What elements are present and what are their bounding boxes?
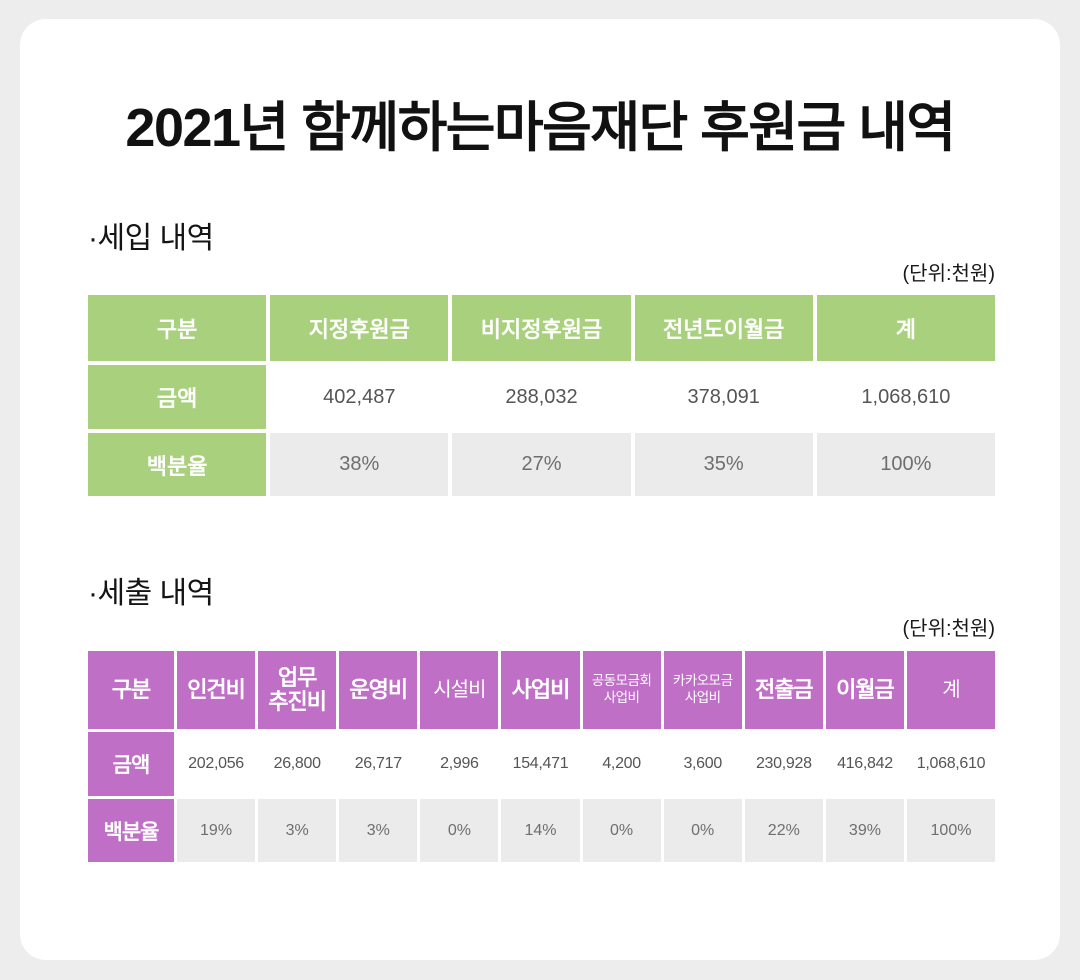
expense-header-operating-promo: 업무 추진비 [258, 651, 337, 729]
expense-percent-cell: 14% [501, 799, 580, 862]
expense-amount-cell: 4,200 [582, 732, 661, 796]
page-title: 2021년 함께하는마음재단 후원금 내역 [125, 98, 956, 158]
expense-percent-cell: 100% [907, 799, 995, 862]
expense-table: 구분 인건비 업무 추진비 운영비 시설비 사업비 공동모금회 사업비 카카오모… [88, 651, 995, 862]
expense-percent-cell: 19% [177, 799, 256, 862]
income-header-designated: 지정후원금 [270, 295, 449, 361]
income-unit-label: (단위:천원) [902, 263, 995, 285]
income-section: ·세입 내역 (단위:천원) 구분 지정후원금 비지정후원금 전년도이월금 계 … [88, 221, 995, 496]
expense-amount-cell: 1,068,610 [907, 732, 995, 796]
income-header-carryover: 전년도이월금 [634, 295, 813, 361]
document-card: 2021년 함께하는마음재단 후원금 내역 ·세입 내역 (단위:천원) 구분 … [20, 19, 1060, 960]
expense-percent-cell: 3% [258, 799, 337, 862]
expense-header-personnel: 인건비 [177, 651, 256, 729]
expense-header-carryover: 이월금 [825, 651, 904, 729]
income-amount-cell: 288,032 [452, 365, 631, 429]
expense-amount-cell: 26,717 [339, 732, 418, 796]
expense-percent-cell: 22% [744, 799, 823, 862]
expense-amount-cell: 230,928 [744, 732, 823, 796]
expense-section-heading: ·세출 내역 [88, 577, 214, 610]
expense-amount-cell: 3,600 [663, 732, 742, 796]
income-percent-row-label: 백분율 [88, 433, 267, 496]
income-percent-cell: 100% [816, 433, 995, 496]
income-header-gubun: 구분 [88, 295, 267, 361]
expense-percent-cell: 0% [420, 799, 499, 862]
expense-amount-row-label: 금액 [88, 732, 174, 796]
expense-amount-cell: 416,842 [825, 732, 904, 796]
expense-header-project: 사업비 [501, 651, 580, 729]
expense-percent-cell: 3% [339, 799, 418, 862]
expense-header-kakao: 카카오모금 사업비 [663, 651, 742, 729]
income-percent-cell: 35% [634, 433, 813, 496]
expense-amount-cell: 154,471 [501, 732, 580, 796]
expense-header-community-chest: 공동모금회 사업비 [582, 651, 661, 729]
expense-percent-cell: 39% [825, 799, 904, 862]
income-header-undesignated: 비지정후원금 [452, 295, 631, 361]
expense-unit-label: (단위:천원) [902, 618, 995, 640]
expense-amount-cell: 2,996 [420, 732, 499, 796]
income-amount-cell: 1,068,610 [816, 365, 995, 429]
expense-header-transfer: 전출금 [744, 651, 823, 729]
expense-amount-cell: 26,800 [258, 732, 337, 796]
income-percent-cell: 27% [452, 433, 631, 496]
expense-amount-cell: 202,056 [177, 732, 256, 796]
income-amount-row-label: 금액 [88, 365, 267, 429]
expense-percent-row-label: 백분율 [88, 799, 174, 862]
expense-header-total: 계 [907, 651, 995, 729]
expense-header-management: 운영비 [339, 651, 418, 729]
income-percent-cell: 38% [270, 433, 449, 496]
expense-header-facility: 시설비 [420, 651, 499, 729]
income-table: 구분 지정후원금 비지정후원금 전년도이월금 계 금액 402,487 288,… [88, 295, 995, 496]
expense-percent-cell: 0% [663, 799, 742, 862]
income-amount-cell: 378,091 [634, 365, 813, 429]
expense-percent-cell: 0% [582, 799, 661, 862]
expense-header-gubun: 구분 [88, 651, 174, 729]
income-amount-cell: 402,487 [270, 365, 449, 429]
income-section-heading: ·세입 내역 [88, 222, 214, 255]
income-header-total: 계 [816, 295, 995, 361]
expense-section: ·세출 내역 (단위:천원) 구분 인건비 업무 추진비 운영비 시설비 사업비… [88, 576, 995, 862]
